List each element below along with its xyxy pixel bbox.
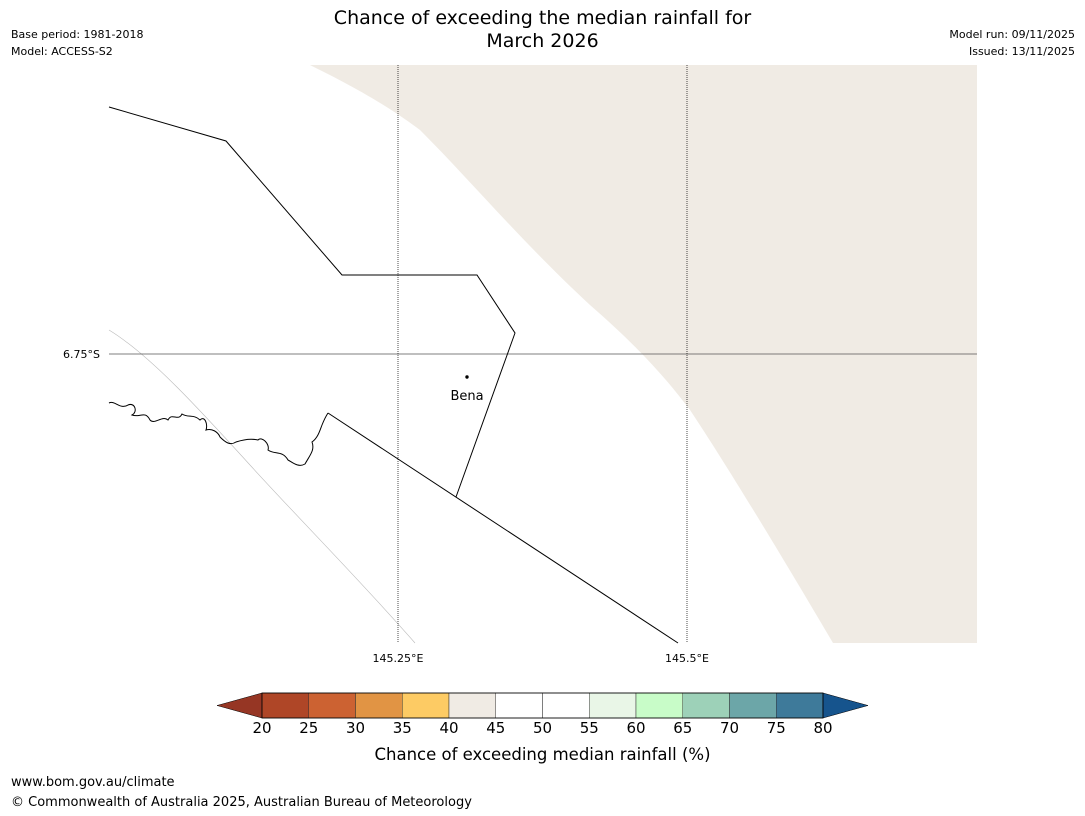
latitude-label: 6.75°S xyxy=(63,348,100,361)
colorbar-tick-label: 65 xyxy=(673,719,693,737)
colorbar-tick-label: 80 xyxy=(813,719,833,737)
metadata-left: Base period: 1981-2018 Model: ACCESS-S2 xyxy=(11,26,143,60)
colorbar-tick-label: 35 xyxy=(392,719,412,737)
colorbar-segment-65 xyxy=(682,692,730,719)
colorbar-label: Chance of exceeding median rainfall (%) xyxy=(374,745,711,764)
website-link[interactable]: www.bom.gov.au/climate xyxy=(11,775,175,790)
place-marker-bena[interactable] xyxy=(465,375,469,379)
colorbar-under-arrow xyxy=(216,692,263,719)
colorbar-tick-label: 45 xyxy=(486,719,506,737)
colorbar-tick-label: 60 xyxy=(626,719,646,737)
province-boundary-south xyxy=(327,412,679,644)
colorbar-tick-label: 50 xyxy=(532,719,553,737)
province-boundary-north xyxy=(108,106,516,498)
colorbar-segment-75 xyxy=(776,692,824,719)
colorbar-tick-label: 75 xyxy=(766,719,786,737)
colorbar-tick-label: 25 xyxy=(299,719,319,737)
place-label-bena: Bena xyxy=(450,389,483,404)
colorbar-segment-55 xyxy=(589,692,637,719)
map-title: Chance of exceeding the median rainfall … xyxy=(0,7,1085,53)
colorbar-over-arrow xyxy=(822,692,869,719)
colorbar-outline xyxy=(261,692,824,719)
model-text: Model: ACCESS-S2 xyxy=(11,45,113,58)
copyright-text: © Commonwealth of Australia 2025, Austra… xyxy=(11,795,472,810)
colorbar-segment-20 xyxy=(261,692,309,719)
outer-boundary-line xyxy=(108,329,416,644)
river-line xyxy=(108,401,329,466)
colorbar-segment-25 xyxy=(308,692,356,719)
colorbar xyxy=(216,692,869,719)
longitude-label-145.5: 145.5°E xyxy=(665,652,709,665)
colorbar-tick-label: 20 xyxy=(252,719,272,737)
colorbar-segment-60 xyxy=(635,692,683,719)
colorbar-tick-label: 30 xyxy=(345,719,366,737)
colorbar-segment-70 xyxy=(729,692,777,719)
title-line-2: March 2026 xyxy=(486,30,599,52)
metadata-right: Model run: 09/11/2025 Issued: 13/11/2025 xyxy=(949,26,1075,60)
colorbar-segment-30 xyxy=(355,692,403,719)
colorbar-segment-35 xyxy=(402,692,450,719)
colorbar-segment-40 xyxy=(448,692,496,719)
colorbar-tick-label: 55 xyxy=(579,719,599,737)
base-period-text: Base period: 1981-2018 xyxy=(11,28,144,41)
colorbar-tick-label: 40 xyxy=(439,719,459,737)
colorbar-tick-label: 70 xyxy=(719,719,740,737)
colorbar-segment-45 xyxy=(495,692,543,719)
issued-text: Issued: 13/11/2025 xyxy=(968,45,1075,58)
model-run-text: Model run: 09/11/2025 xyxy=(949,28,1075,41)
colorbar-segment-50 xyxy=(542,692,590,719)
longitude-label-145.25: 145.25°E xyxy=(373,652,424,665)
title-line-1: Chance of exceeding the median rainfall … xyxy=(333,7,752,29)
